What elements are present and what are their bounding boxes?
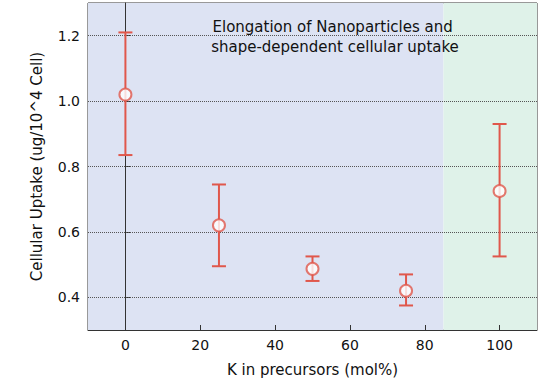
svg-text:20: 20 (191, 337, 209, 353)
svg-text:K in precursors (mol%): K in precursors (mol%) (227, 361, 398, 379)
svg-text:60: 60 (341, 337, 359, 353)
svg-text:100: 100 (486, 337, 513, 353)
svg-text:shape-dependent cellular uptak: shape-dependent cellular uptake (211, 38, 459, 56)
svg-text:0: 0 (121, 337, 130, 353)
svg-text:Cellular Uptake (ug/10^4 Cell): Cellular Uptake (ug/10^4 Cell) (28, 52, 46, 281)
svg-text:40: 40 (266, 337, 284, 353)
svg-text:0.8: 0.8 (58, 159, 80, 175)
svg-text:1.2: 1.2 (58, 28, 80, 44)
svg-text:1.0: 1.0 (58, 93, 80, 109)
svg-text:0.6: 0.6 (58, 224, 80, 240)
svg-text:0.4: 0.4 (58, 289, 80, 305)
svg-text:Elongation of Nanoparticles an: Elongation of Nanoparticles and (212, 18, 457, 36)
svg-text:80: 80 (416, 337, 434, 353)
